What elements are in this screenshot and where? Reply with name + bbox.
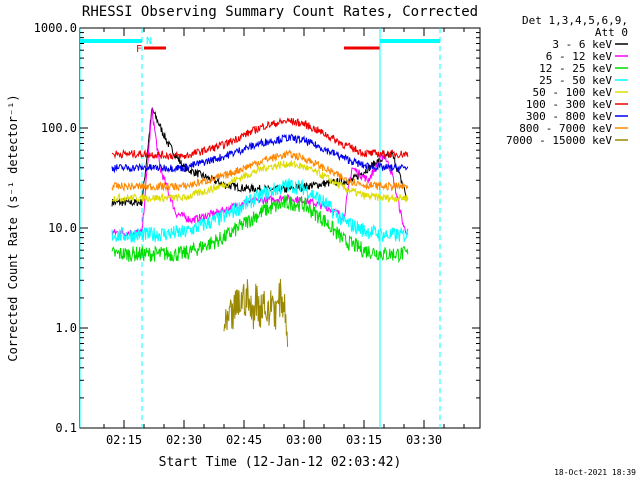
x-axis-label: Start Time (12-Jan-12 02:03:42) — [159, 455, 402, 470]
y-tick-label: 10.0 — [48, 221, 77, 235]
x-tick-label: 02:30 — [166, 433, 202, 447]
y-axis: 1000.0 100.0 10.0 1.0 0.1 — [34, 21, 480, 435]
y-axis-label: Corrected Count Rate (s⁻¹ detector⁻¹) — [6, 94, 20, 361]
flare-label: F — [136, 44, 142, 55]
legend-header: Att 0 — [595, 26, 628, 39]
legend-entry-label: 3 - 6 keV — [552, 38, 612, 51]
x-tick-label: 02:45 — [226, 433, 262, 447]
x-tick-label: 03:00 — [286, 433, 322, 447]
plot-frame — [79, 27, 481, 429]
series-line-4 — [111, 178, 409, 243]
chart-title: RHESSI Observing Summary Count Rates, Co… — [82, 4, 478, 20]
x-tick-label: 03:15 — [346, 433, 382, 447]
y-tick-label: 1.0 — [55, 321, 77, 335]
legend-entry-label: 7000 - 15000 keV — [506, 134, 612, 147]
legend-entry-label: 25 - 50 keV — [539, 74, 612, 87]
y-tick-label: 1000.0 — [34, 21, 77, 35]
y-tick-label: 0.1 — [55, 421, 77, 435]
series-line-7 — [111, 133, 409, 174]
x-axis: 02:15 02:30 02:45 03:00 03:15 03:30 — [103, 28, 465, 447]
night-label: N — [146, 36, 152, 47]
series-line-6 — [111, 117, 409, 161]
legend-entry-label: 6 - 12 keV — [546, 50, 613, 63]
legend-entry-label: 800 - 7000 keV — [519, 122, 612, 135]
x-tick-label: 03:30 — [406, 433, 442, 447]
legend-header: Det 1,3,4,5,6,9, — [522, 14, 628, 27]
footer-timestamp: 18-Oct-2021 18:39 — [554, 468, 636, 477]
legend-entry-label: 12 - 25 keV — [539, 62, 612, 75]
series-line-5 — [111, 159, 409, 204]
series-line-9 — [223, 278, 289, 347]
plot-area: FN — [79, 27, 481, 429]
legend-entry-label: 100 - 300 keV — [526, 98, 612, 111]
series-line-3 — [111, 194, 409, 264]
series-line-8 — [111, 148, 409, 192]
legend-entry-label: 300 - 800 keV — [526, 110, 612, 123]
y-tick-label: 100.0 — [41, 121, 77, 135]
series-group: FN — [80, 28, 441, 428]
legend-entry-label: 50 - 100 keV — [533, 86, 613, 99]
x-tick-label: 02:15 — [106, 433, 142, 447]
